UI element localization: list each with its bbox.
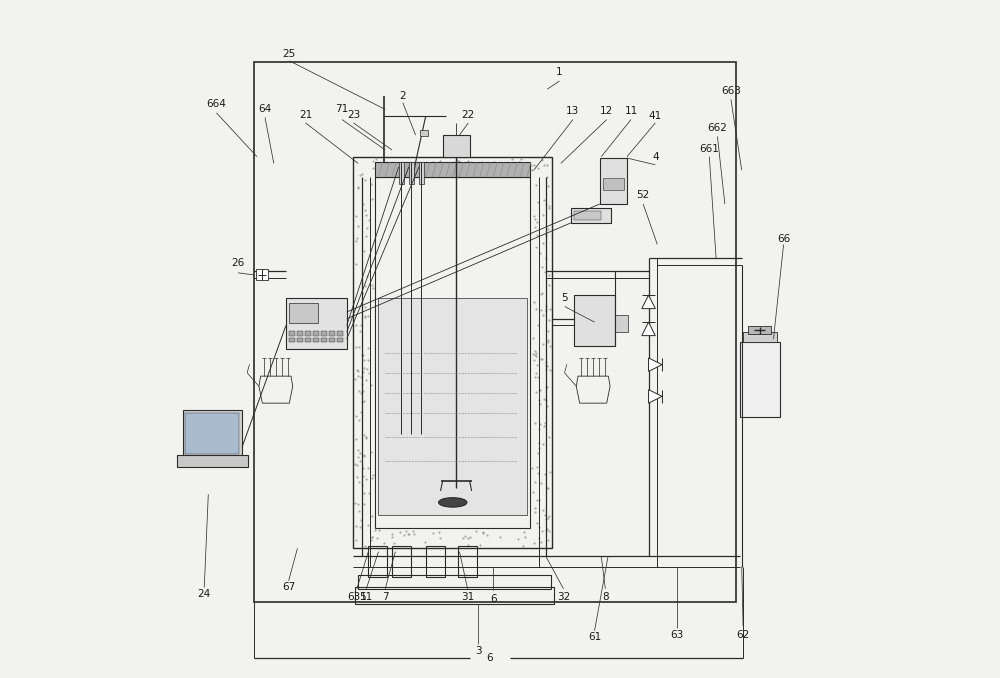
Text: 631: 631	[347, 592, 367, 602]
Bar	[571, 208, 611, 223]
Bar	[337, 338, 343, 342]
Text: 6: 6	[490, 594, 497, 604]
Text: 23: 23	[347, 110, 360, 120]
Bar	[420, 129, 428, 136]
Text: 11: 11	[624, 106, 638, 116]
Bar	[337, 331, 343, 336]
Bar	[375, 162, 530, 177]
Text: 6: 6	[487, 653, 493, 662]
Text: 41: 41	[649, 111, 662, 121]
Bar	[368, 546, 387, 577]
Text: 67: 67	[282, 582, 295, 593]
Text: 62: 62	[736, 630, 750, 640]
Text: 51: 51	[360, 592, 373, 602]
Bar	[329, 338, 335, 342]
Text: 52: 52	[637, 190, 650, 199]
Bar	[426, 546, 445, 577]
Bar	[289, 338, 295, 342]
Bar	[177, 455, 248, 467]
Text: 664: 664	[206, 99, 226, 109]
Text: 3: 3	[475, 646, 482, 656]
Bar	[321, 331, 327, 336]
Bar	[289, 331, 295, 336]
Bar	[409, 162, 414, 184]
Bar	[297, 331, 303, 336]
Text: 61: 61	[588, 633, 601, 643]
Text: 22: 22	[462, 110, 475, 120]
Text: 12: 12	[600, 106, 613, 116]
Bar	[286, 298, 347, 349]
Bar	[185, 413, 239, 454]
Text: 64: 64	[258, 104, 272, 115]
Text: 66: 66	[777, 234, 790, 244]
Text: 71: 71	[335, 104, 349, 115]
Bar	[743, 332, 777, 342]
Bar	[443, 135, 470, 157]
Bar	[313, 331, 319, 336]
Text: 25: 25	[283, 49, 296, 59]
Text: 31: 31	[461, 592, 474, 602]
Bar	[603, 178, 624, 191]
Bar	[313, 338, 319, 342]
Polygon shape	[649, 358, 662, 372]
Text: 24: 24	[198, 589, 211, 599]
Bar	[353, 157, 552, 549]
Bar	[289, 303, 318, 323]
Text: 1: 1	[556, 67, 563, 77]
Bar	[375, 177, 530, 528]
Text: 4: 4	[652, 152, 659, 161]
Text: 63: 63	[670, 630, 684, 640]
Bar	[574, 211, 601, 220]
Polygon shape	[642, 295, 655, 308]
Text: 7: 7	[382, 592, 389, 602]
Bar	[574, 295, 615, 346]
Bar	[305, 331, 311, 336]
Text: 13: 13	[566, 106, 580, 116]
Text: 8: 8	[602, 592, 609, 602]
Text: 661: 661	[699, 144, 719, 154]
Text: 2: 2	[399, 91, 406, 101]
Text: 21: 21	[299, 110, 312, 120]
Bar	[329, 331, 335, 336]
Text: 32: 32	[557, 592, 570, 602]
Bar	[600, 158, 627, 204]
Bar	[355, 586, 554, 603]
Bar	[256, 269, 268, 280]
Bar	[378, 298, 527, 515]
Bar	[458, 546, 477, 577]
Bar	[297, 338, 303, 342]
Bar	[419, 162, 424, 184]
Polygon shape	[642, 322, 655, 336]
Bar	[321, 338, 327, 342]
Bar	[740, 342, 780, 417]
Ellipse shape	[439, 498, 467, 507]
Bar	[615, 315, 628, 332]
Bar	[748, 326, 771, 334]
Bar	[254, 62, 736, 602]
Bar	[183, 410, 242, 457]
Text: 662: 662	[707, 123, 727, 134]
Bar	[358, 576, 551, 589]
Bar	[392, 546, 411, 577]
Text: 5: 5	[562, 294, 568, 304]
Text: 663: 663	[721, 85, 741, 96]
Polygon shape	[649, 390, 662, 403]
Bar	[305, 338, 311, 342]
Bar	[399, 162, 404, 184]
Text: 26: 26	[231, 258, 245, 268]
